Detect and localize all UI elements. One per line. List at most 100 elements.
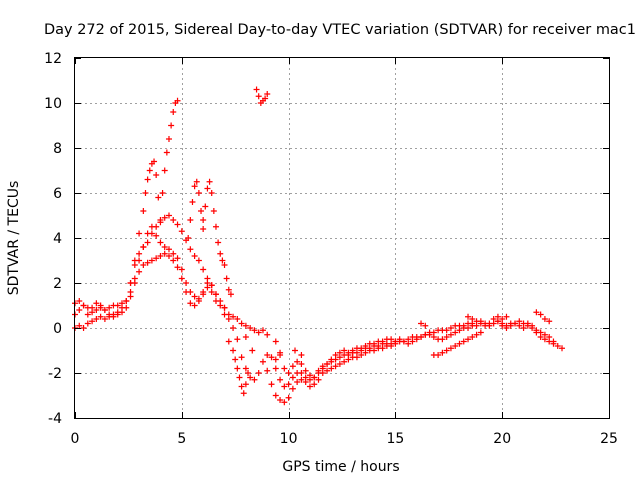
data-point-plus bbox=[215, 239, 222, 246]
data-point-plus bbox=[499, 316, 506, 322]
data-point-plus bbox=[255, 370, 262, 376]
data-point-plus bbox=[281, 399, 288, 406]
data-point-plus bbox=[520, 320, 527, 327]
data-point-plus bbox=[426, 331, 433, 338]
data-point-plus bbox=[418, 334, 425, 340]
series-band-lower bbox=[72, 250, 228, 331]
data-point-plus bbox=[277, 397, 284, 403]
data-point-plus bbox=[388, 340, 395, 347]
data-point-plus bbox=[204, 185, 211, 192]
y-tick-label: 4 bbox=[53, 231, 62, 247]
data-point-plus bbox=[473, 322, 480, 329]
data-point-plus bbox=[217, 250, 224, 257]
data-point-plus bbox=[546, 334, 553, 340]
data-point-plus bbox=[76, 307, 83, 313]
x-tick-label: 15 bbox=[386, 431, 404, 447]
data-point-plus bbox=[144, 239, 151, 246]
y-tick-label: 12 bbox=[44, 51, 62, 67]
data-point-plus bbox=[294, 358, 301, 365]
grid-lines bbox=[75, 58, 609, 418]
data-point-plus bbox=[345, 352, 352, 358]
data-point-plus bbox=[447, 331, 454, 338]
data-point-plus bbox=[198, 208, 205, 214]
data-point-plus bbox=[136, 268, 143, 275]
data-point-plus bbox=[238, 320, 245, 327]
data-point-plus bbox=[328, 365, 335, 372]
series-spike-6b bbox=[200, 178, 234, 298]
y-tick-label: 0 bbox=[53, 321, 62, 337]
data-point-plus bbox=[537, 311, 544, 318]
data-point-plus bbox=[247, 374, 254, 381]
series-sparse-mid bbox=[242, 331, 305, 363]
data-point-plus bbox=[161, 214, 168, 221]
data-point-plus bbox=[306, 376, 313, 383]
data-point-plus bbox=[435, 352, 442, 358]
data-point-plus bbox=[289, 363, 296, 370]
data-point-plus bbox=[456, 340, 463, 347]
data-point-plus bbox=[238, 354, 245, 361]
data-point-plus bbox=[277, 349, 284, 356]
data-point-plus bbox=[200, 291, 207, 298]
data-point-plus bbox=[185, 235, 192, 241]
data-point-plus bbox=[225, 286, 232, 293]
data-point-plus bbox=[366, 345, 373, 352]
data-point-plus bbox=[272, 356, 279, 363]
data-point-plus bbox=[285, 381, 292, 388]
series-spike-6a bbox=[185, 178, 207, 241]
data-point-plus bbox=[255, 329, 262, 336]
data-point-plus bbox=[336, 361, 343, 367]
data-point-plus bbox=[507, 322, 514, 329]
data-point-plus bbox=[101, 316, 108, 322]
data-point-plus bbox=[170, 109, 177, 115]
data-point-plus bbox=[490, 320, 497, 327]
data-point-plus bbox=[477, 320, 484, 327]
data-point-plus bbox=[447, 325, 454, 331]
data-point-plus bbox=[174, 97, 181, 104]
data-point-plus bbox=[456, 327, 463, 334]
data-point-plus bbox=[306, 383, 313, 390]
data-point-plus bbox=[516, 318, 523, 325]
data-point-plus bbox=[153, 232, 160, 239]
data-point-plus bbox=[155, 194, 162, 201]
data-point-plus bbox=[146, 167, 153, 174]
data-point-plus bbox=[249, 347, 256, 354]
data-point-plus bbox=[298, 376, 305, 383]
data-point-plus bbox=[140, 262, 147, 268]
data-point-plus bbox=[315, 367, 322, 374]
data-point-plus bbox=[524, 322, 531, 329]
data-point-plus bbox=[157, 253, 164, 259]
data-point-plus bbox=[118, 300, 125, 307]
data-point-plus bbox=[202, 203, 209, 210]
series-band-upper bbox=[72, 223, 219, 318]
data-point-plus bbox=[503, 313, 510, 320]
data-point-plus bbox=[183, 280, 190, 286]
data-point-plus bbox=[473, 331, 480, 338]
data-point-plus bbox=[93, 307, 100, 313]
data-point-plus bbox=[123, 298, 130, 304]
data-point-plus bbox=[234, 365, 241, 372]
data-point-plus bbox=[443, 347, 450, 354]
data-point-plus bbox=[159, 190, 166, 196]
data-point-plus bbox=[97, 313, 104, 320]
data-point-plus bbox=[144, 230, 151, 237]
data-point-plus bbox=[136, 230, 143, 237]
data-point-plus bbox=[452, 329, 459, 336]
data-point-plus bbox=[195, 295, 202, 302]
data-point-plus bbox=[157, 239, 164, 246]
data-point-plus bbox=[324, 367, 331, 374]
data-point-plus bbox=[298, 361, 305, 367]
data-point-plus bbox=[238, 383, 245, 390]
data-point-plus bbox=[148, 257, 155, 264]
data-point-plus bbox=[168, 122, 175, 129]
data-point-plus bbox=[332, 356, 339, 363]
data-point-plus bbox=[193, 178, 200, 185]
data-point-plus bbox=[114, 302, 121, 309]
data-point-plus bbox=[268, 381, 275, 388]
axis-ticks bbox=[75, 58, 610, 419]
data-point-plus bbox=[240, 390, 247, 397]
data-point-plus bbox=[227, 291, 234, 298]
data-point-plus bbox=[93, 300, 100, 307]
data-point-plus bbox=[101, 307, 108, 313]
data-point-plus bbox=[127, 289, 134, 295]
data-point-plus bbox=[89, 304, 96, 311]
